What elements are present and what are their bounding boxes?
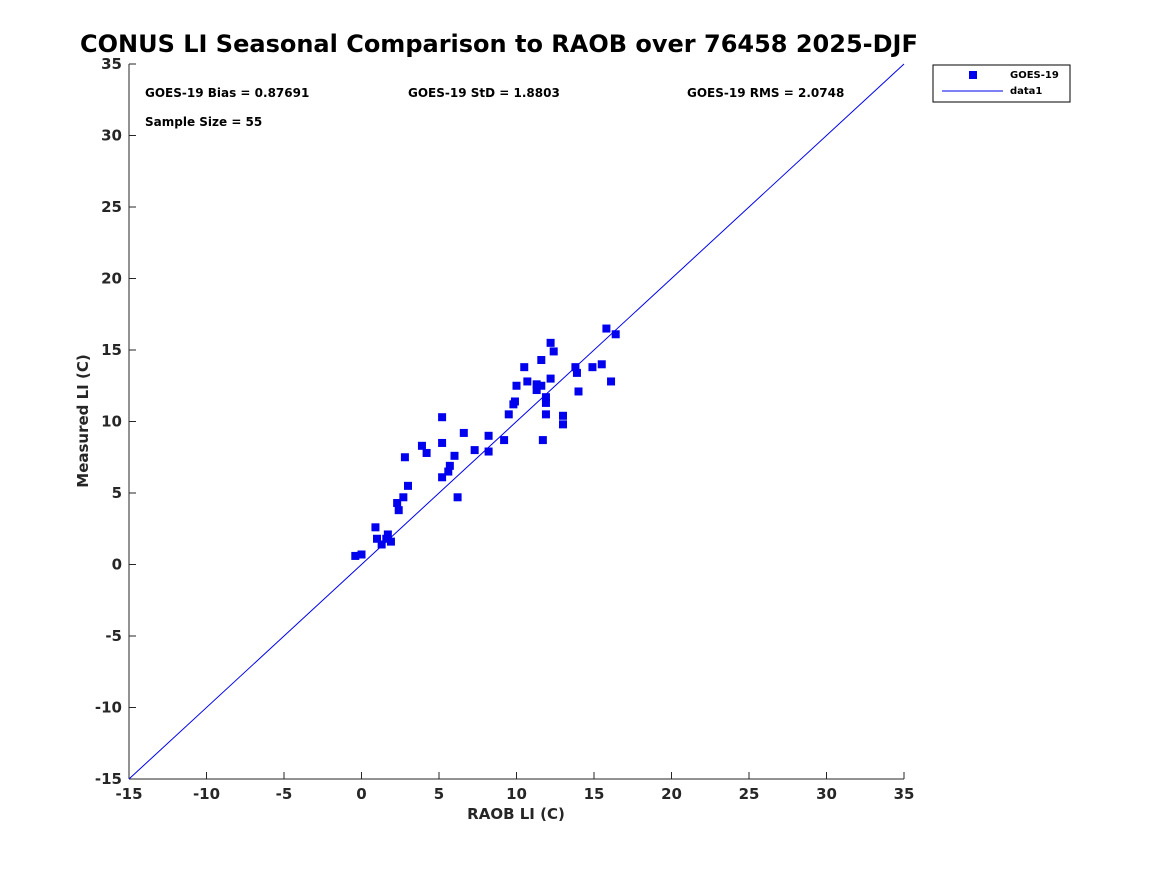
- one-to-one-line: [128, 63, 905, 780]
- y-tick-label: 0: [112, 556, 122, 574]
- data-point: [541, 393, 550, 402]
- legend-marker-goes19: [969, 71, 977, 79]
- data-point: [417, 441, 426, 450]
- data-point: [532, 380, 541, 389]
- x-tick-label: 5: [434, 785, 444, 803]
- data-point: [572, 368, 581, 377]
- y-tick-label: -10: [95, 699, 122, 717]
- data-point: [538, 436, 547, 445]
- data-point: [607, 377, 616, 386]
- x-tick-label: -5: [276, 785, 293, 803]
- data-point: [422, 448, 431, 457]
- data-point: [383, 530, 392, 539]
- data-point: [386, 537, 395, 546]
- x-tick-label: 0: [356, 785, 366, 803]
- data-point: [453, 493, 462, 502]
- data-point: [520, 363, 529, 372]
- y-tick-label: 5: [112, 484, 122, 502]
- data-point: [393, 499, 402, 508]
- data-point: [559, 420, 567, 429]
- data-point: [574, 387, 583, 396]
- rms-annotation: GOES-19 RMS = 2.0748: [687, 86, 844, 100]
- data-point: [537, 381, 546, 390]
- data-point: [470, 446, 479, 455]
- data-point: [377, 540, 386, 549]
- legend: GOES-19 data1: [932, 64, 1071, 103]
- data-point: [357, 550, 366, 559]
- bias-annotation: GOES-19 Bias = 0.87691: [145, 86, 309, 100]
- data-point: [438, 438, 447, 447]
- data-point: [445, 461, 454, 470]
- x-tick-label: -15: [115, 785, 142, 803]
- data-point: [500, 436, 509, 445]
- data-point: [450, 451, 459, 460]
- data-point: [459, 428, 468, 437]
- data-point: [537, 356, 546, 365]
- y-tick-label: 35: [101, 55, 122, 73]
- x-tick-label: -10: [193, 785, 220, 803]
- x-axis-label: RAOB LI (C): [467, 805, 565, 823]
- data-point: [444, 467, 453, 476]
- data-point: [549, 347, 558, 356]
- data-point: [588, 363, 597, 372]
- legend-label-goes19: GOES-19: [1010, 70, 1059, 81]
- data-point: [394, 506, 403, 515]
- chart-title: CONUS LI Seasonal Comparison to RAOB ove…: [80, 30, 918, 58]
- data-point: [611, 330, 620, 339]
- data-point: [510, 397, 519, 406]
- data-point: [351, 551, 360, 560]
- x-tick-label: 10: [506, 785, 527, 803]
- legend-label-data1: data1: [1010, 86, 1042, 97]
- data-point: [504, 410, 513, 419]
- x-tick-label: 20: [661, 785, 682, 803]
- y-tick-label: 15: [101, 341, 122, 359]
- y-tick-label: 25: [101, 198, 122, 216]
- data-point: [484, 431, 493, 440]
- x-tick-label: 35: [894, 785, 915, 803]
- data-point: [571, 363, 580, 372]
- x-tick-label: 25: [739, 785, 760, 803]
- data-point: [371, 523, 380, 532]
- data-point: [541, 398, 550, 407]
- data-point: [602, 324, 611, 333]
- data-point: [597, 360, 606, 369]
- data-point: [373, 534, 381, 543]
- x-tick-label: 15: [584, 785, 605, 803]
- data-point: [512, 381, 521, 390]
- data-point: [484, 447, 493, 456]
- data-point: [559, 411, 567, 420]
- data-point: [382, 534, 391, 543]
- std-annotation: GOES-19 StD = 1.8803: [408, 86, 560, 100]
- sample-size-annotation: Sample Size = 55: [145, 115, 262, 129]
- data-point: [438, 413, 447, 422]
- y-tick-label: 20: [101, 270, 122, 288]
- y-tick-label: 30: [101, 127, 122, 145]
- y-tick-label: 10: [101, 413, 122, 431]
- data-point: [546, 338, 555, 347]
- y-tick-label: -15: [95, 770, 122, 788]
- ticks: -15 -10 -5 0 5 10 15 20 25 30 35 -15 -10 -5 0 5 10 15 20 25…: [95, 55, 915, 803]
- scatter-points-group: [351, 324, 620, 560]
- data-point: [404, 481, 412, 490]
- data-point: [532, 386, 541, 395]
- legend-box: [932, 64, 1071, 103]
- y-tick-label: -5: [105, 627, 122, 645]
- data-point: [438, 473, 447, 482]
- data-point: [399, 493, 408, 502]
- diagonal-line-group: [128, 63, 905, 780]
- data-point: [523, 377, 532, 386]
- data-point: [400, 453, 409, 462]
- y-axis-label: Measured LI (C): [74, 354, 92, 487]
- data-point: [541, 410, 550, 419]
- data-point: [546, 374, 555, 383]
- x-tick-label: 30: [816, 785, 837, 803]
